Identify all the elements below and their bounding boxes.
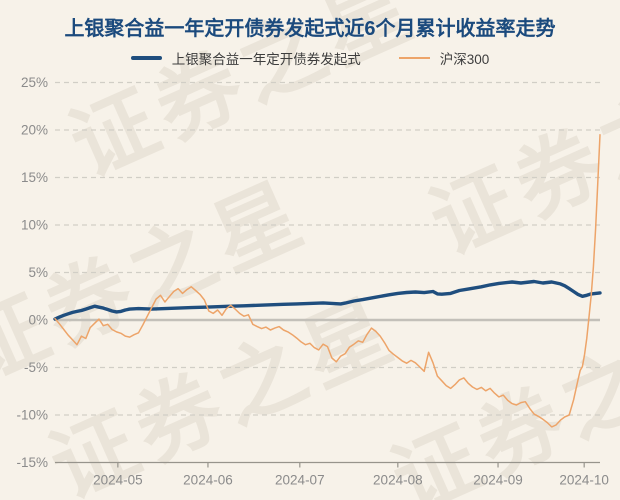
fund-line-path xyxy=(53,279,602,321)
x-tick-label: 2024-06 xyxy=(183,473,233,488)
x-tick-label: 2024-05 xyxy=(93,473,143,488)
x-tick-label: 2024-08 xyxy=(373,473,423,488)
chart-legend: 上银聚合益一年定开债券发起式 沪深300 xyxy=(0,48,620,68)
chart-title: 上银聚合益一年定开债券发起式近6个月累计收益率走势 xyxy=(64,18,556,40)
y-tick-label: 10% xyxy=(21,218,48,233)
legend-item-index: 沪深300 xyxy=(398,48,490,68)
legend-label-fund: 上银聚合益一年定开债券发起式 xyxy=(171,52,361,67)
fund-line-swatch xyxy=(130,56,162,60)
y-tick-label: 5% xyxy=(28,265,48,280)
x-tick-label: 2024-09 xyxy=(473,473,523,488)
index-line-swatch xyxy=(398,57,430,59)
y-tick-label: 0% xyxy=(28,313,48,328)
index-line-path xyxy=(54,134,601,428)
y-tick-label: -10% xyxy=(16,408,48,423)
y-tick-label: 15% xyxy=(21,170,48,185)
y-tick-label: 20% xyxy=(21,123,48,138)
y-tick-label: -15% xyxy=(16,455,48,470)
y-tick-label: -5% xyxy=(24,360,48,375)
y-tick-label: 25% xyxy=(21,75,48,90)
legend-item-fund: 上银聚合益一年定开债券发起式 xyxy=(130,48,361,68)
x-tick-label: 2024-10 xyxy=(559,473,609,488)
legend-label-index: 沪深300 xyxy=(439,52,490,67)
x-tick-label: 2024-07 xyxy=(275,473,325,488)
